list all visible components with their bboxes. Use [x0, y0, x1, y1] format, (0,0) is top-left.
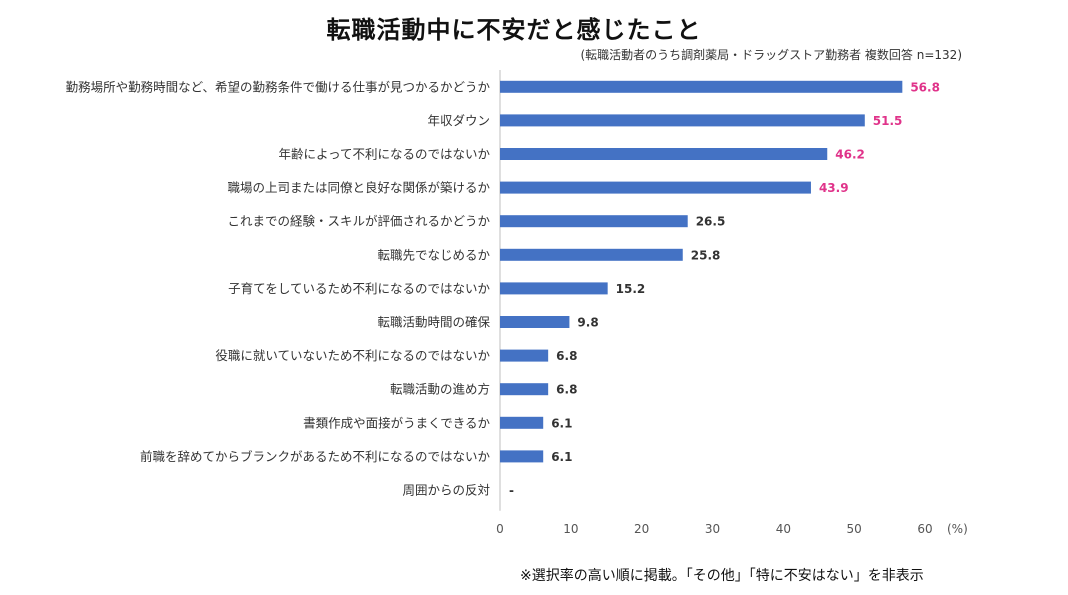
category-label: 転職先でなじめるか [377, 247, 490, 262]
data-label: 26.5 [696, 215, 726, 229]
x-tick-label: 30 [705, 522, 720, 536]
data-label: 6.1 [551, 450, 572, 464]
category-label: 役職に就いていないため不利になるのではないか [215, 348, 490, 363]
data-label: 15.2 [616, 282, 646, 296]
data-label: 43.9 [819, 181, 849, 195]
bar [500, 450, 544, 463]
x-tick-label: 60 [917, 522, 932, 536]
data-label: 6.1 [551, 416, 572, 430]
bar [500, 148, 828, 160]
bar [500, 181, 811, 194]
data-label: 25.8 [691, 248, 721, 262]
chart-title: 転職活動中に不安だと感じたこと [326, 16, 702, 44]
bar [500, 316, 570, 328]
data-label: 56.8 [910, 80, 940, 94]
data-label: 51.5 [873, 114, 903, 128]
category-label: 勤務場所や勤務時間など、希望の勤務条件で働ける仕事が見つかるかどうか [66, 79, 491, 94]
category-label: これまでの経験・スキルが評価されるかどうか [227, 214, 490, 229]
bar [500, 383, 549, 396]
data-label: - [509, 484, 514, 498]
bar [500, 349, 549, 362]
category-label: 転職活動時間の確保 [377, 315, 490, 330]
data-label: 46.2 [835, 148, 865, 162]
data-label: 9.8 [577, 316, 598, 330]
x-tick-label: 10 [563, 522, 578, 536]
category-label: 周囲からの反対 [402, 483, 490, 498]
data-label: 6.8 [556, 383, 577, 397]
bar [500, 416, 544, 429]
bar [500, 80, 903, 93]
category-label: 前職を辞めてからブランクがあるため不利になるのではないか [140, 449, 491, 464]
x-tick-label: 40 [776, 522, 791, 536]
category-label: 職場の上司または同僚と良好な関係が築けるか [227, 180, 490, 195]
category-label: 子育てをしているため不利になるのではないか [228, 281, 490, 296]
chart-subtitle: (転職活動者のうち調剤薬局・ドラッグストア勤務者 複数回答 n=132) [580, 48, 962, 62]
bar [500, 215, 688, 228]
category-label: 書類作成や面接がうまくできるか [303, 415, 490, 430]
category-label: 転職活動の進め方 [390, 382, 490, 397]
bar [500, 282, 608, 295]
category-label: 年収ダウン [427, 113, 490, 128]
x-tick-label: 50 [847, 522, 862, 536]
footnote: ※選択率の高い順に掲載。「その他」「特に不安はない」を非表示 [520, 568, 924, 584]
data-label: 6.8 [556, 349, 577, 363]
bar [500, 248, 683, 261]
category-label: 年齢によって不利になるのではないか [278, 147, 490, 162]
x-tick-label: 20 [634, 522, 649, 536]
bar [500, 114, 865, 127]
x-tick-label: 0 [496, 522, 504, 536]
x-axis-unit: (%) [947, 522, 968, 536]
